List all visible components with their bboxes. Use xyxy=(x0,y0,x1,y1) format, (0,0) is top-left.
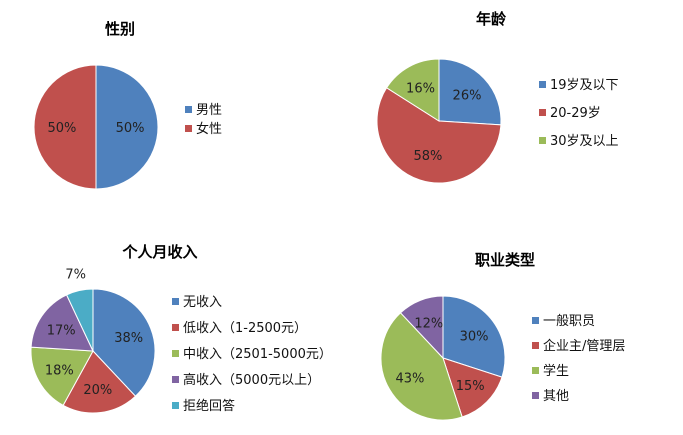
pie-percent-label: 38% xyxy=(114,331,143,346)
legend-swatch xyxy=(172,324,179,331)
legend-label: 一般职员 xyxy=(543,313,595,329)
pie-slices xyxy=(380,295,506,421)
pie-slices xyxy=(30,288,156,414)
chart-title: 年龄 xyxy=(476,10,507,28)
legend-swatch xyxy=(172,298,179,305)
pie-percent-label: 50% xyxy=(47,121,76,136)
pie-slice xyxy=(95,64,159,190)
legend-label: 企业主/管理层 xyxy=(543,338,625,354)
legend-swatch xyxy=(539,137,546,144)
pie-slice xyxy=(92,288,156,397)
pie-percent-labels: 30% 15% 43% 12% xyxy=(395,316,488,394)
pie-percent-label: 43% xyxy=(395,372,424,387)
legend-label: 无收入 xyxy=(183,295,222,310)
pie-slice xyxy=(438,58,502,126)
chart-title: 性别 xyxy=(105,20,135,38)
pie-slice xyxy=(65,288,94,352)
legend-label: 低收入（1-2500元） xyxy=(183,321,307,336)
pie-percent-label: 16% xyxy=(406,81,435,96)
legend-label: 30岁及以上 xyxy=(550,134,619,149)
legend-label: 拒绝回答 xyxy=(183,398,235,414)
pie-slice xyxy=(399,295,444,360)
pie-slice xyxy=(62,350,137,414)
legend-label: 男性 xyxy=(196,103,222,118)
legend-swatch xyxy=(185,106,192,113)
pie-percent-label: 18% xyxy=(45,364,74,379)
pie-percent-label: 26% xyxy=(453,89,482,104)
pie-percent-label: 15% xyxy=(456,379,485,394)
pie-percent-label: 12% xyxy=(414,316,443,331)
legend: 19岁及以下 20-29岁 30岁及以上 xyxy=(539,78,619,149)
legend-swatch xyxy=(532,342,539,349)
legend-swatch xyxy=(532,317,539,324)
pie-slice xyxy=(380,312,463,421)
pie-percent-labels: 50% 50% xyxy=(47,121,144,136)
legend-label: 20-29岁 xyxy=(550,106,601,121)
pie-percent-label: 58% xyxy=(413,149,442,164)
legend-swatch xyxy=(172,402,179,409)
legend-swatch xyxy=(532,367,539,374)
legend-swatch xyxy=(172,376,179,383)
legend-swatch xyxy=(532,392,539,399)
chart-title: 个人月收入 xyxy=(121,243,197,261)
pie-percent-labels: 38% 20% 18% 17% 7% xyxy=(45,268,143,399)
pie-percent-labels: 26% 58% 16% xyxy=(406,81,481,164)
pie-slice xyxy=(442,295,506,378)
legend-label: 其他 xyxy=(543,389,569,404)
pie-slice xyxy=(30,294,94,352)
pie-percent-label: 50% xyxy=(116,121,145,136)
chart-title: 职业类型 xyxy=(475,251,535,269)
pie-slice xyxy=(376,87,502,184)
pie-slices xyxy=(376,58,502,184)
pie-slice xyxy=(30,346,94,407)
legend-label: 中收入（2501-5000元） xyxy=(183,347,332,362)
legend-label: 女性 xyxy=(196,121,222,137)
legend-swatch xyxy=(185,125,192,132)
pie-percent-label: 17% xyxy=(47,323,76,338)
pie-percent-label: 7% xyxy=(65,268,86,283)
legend-label: 高收入（5000元以上） xyxy=(183,372,320,388)
legend-label: 19岁及以下 xyxy=(550,78,619,93)
legend-swatch xyxy=(539,109,546,116)
pie-slice xyxy=(33,64,97,190)
pie-percent-label: 20% xyxy=(83,383,112,398)
legend-label: 学生 xyxy=(543,363,569,379)
pie-chart-age: 年龄 26% 58% 16% 19岁及以下 20-29岁 30岁及以上 xyxy=(376,10,619,184)
pie-slices xyxy=(33,64,159,190)
pie-slice xyxy=(385,58,440,122)
pie-percent-label: 30% xyxy=(460,329,489,344)
legend-swatch xyxy=(172,350,179,357)
legend-swatch xyxy=(539,81,546,88)
